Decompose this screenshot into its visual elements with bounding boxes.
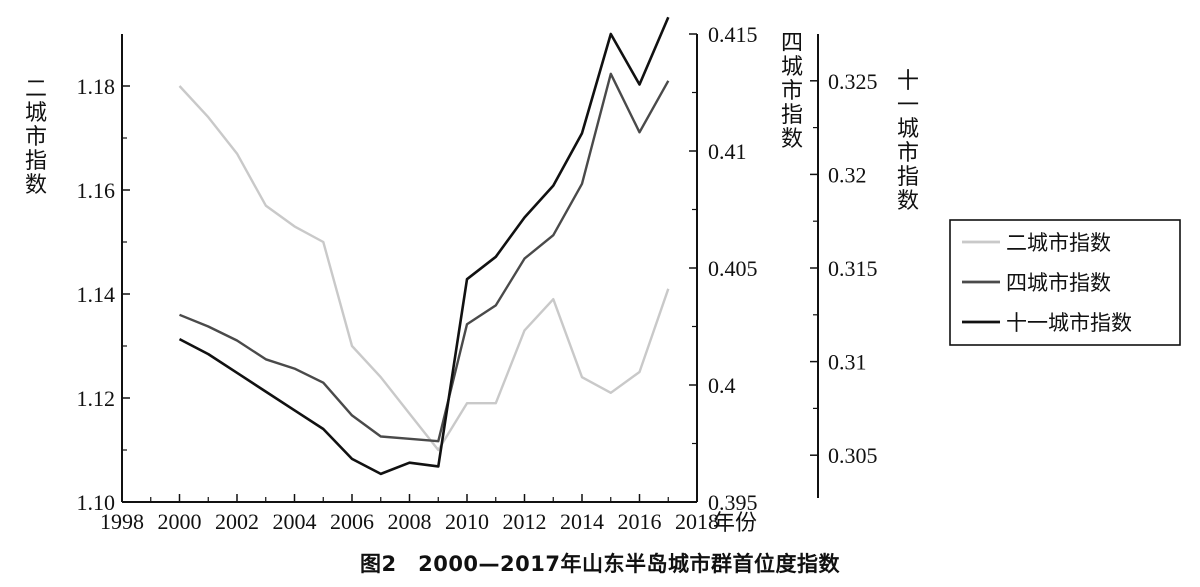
right-y-tick-label: 0.315 [828, 256, 878, 281]
left-y-tick-label: 1.10 [77, 490, 116, 515]
x-tick-label: 1998 [100, 509, 144, 534]
right-y-axis-title: 市 [897, 141, 919, 166]
series-line-2 [179, 72, 670, 443]
x-tick-label: 2004 [273, 509, 317, 534]
x-tick-label: 2014 [560, 509, 604, 534]
middle-y-axis-title: 四 [781, 31, 803, 56]
right-y-tick-label: 0.305 [828, 443, 878, 468]
middle-y-axis-title: 数 [781, 127, 803, 152]
left-y-tick-label: 1.12 [77, 386, 116, 411]
middle-y-axis-title: 市 [781, 79, 803, 104]
right-y-axis-title: 城 [897, 117, 919, 142]
left-y-axis-title: 数 [25, 173, 47, 198]
middle-y-tick-label: 0.415 [708, 22, 758, 47]
legend-label: 二城市指数 [1006, 231, 1111, 255]
left-y-axis-title: 市 [25, 125, 47, 150]
right-y-axis-title: 数 [897, 189, 919, 214]
right-y-axis-title: 十 [897, 69, 919, 94]
x-axis-title: 年份 [713, 511, 757, 536]
left-y-tick-label: 1.18 [77, 74, 116, 99]
middle-y-tick-label: 0.405 [708, 256, 758, 281]
series-line-3 [178, 16, 670, 476]
middle-y-tick-label: 0.395 [708, 490, 758, 515]
left-y-axis-title: 城 [25, 101, 47, 126]
left-y-axis-title: 二 [25, 77, 47, 102]
legend-label: 四城市指数 [1006, 271, 1111, 295]
left-y-axis-title: 指 [25, 149, 47, 174]
right-y-tick-label: 0.32 [828, 162, 867, 187]
left-y-tick-label: 1.16 [77, 178, 116, 203]
middle-y-axis-title: 指 [781, 103, 803, 128]
right-y-axis-title: 指 [897, 165, 919, 190]
left-y-tick-label: 1.14 [77, 282, 116, 307]
x-tick-label: 2008 [388, 509, 432, 534]
chart: 1998 2000 2002 2004 2006 2008 2010 2012 2014 2016… [25, 16, 1181, 536]
x-tick-label: 2010 [445, 509, 489, 534]
series-line-1 [178, 85, 670, 452]
middle-y-axis-title: 城 [781, 55, 803, 80]
middle-y-tick-label: 0.41 [708, 139, 747, 164]
right-y-tick-label: 0.325 [828, 69, 878, 94]
middle-y-tick-label: 0.4 [708, 373, 736, 398]
x-tick-label: 2018 [675, 509, 719, 534]
figure-caption: 图2 2000—2017年山东半岛城市群首位度指数 [359, 552, 840, 576]
x-tick-label: 2000 [158, 509, 202, 534]
x-tick-label: 2016 [618, 509, 662, 534]
x-tick-label: 2006 [330, 509, 374, 534]
x-tick-label: 2002 [215, 509, 259, 534]
legend-label: 十一城市指数 [1006, 311, 1132, 335]
right-y-axis-title: 一 [897, 93, 919, 118]
right-y-tick-label: 0.31 [828, 350, 867, 375]
x-tick-label: 2012 [503, 509, 547, 534]
